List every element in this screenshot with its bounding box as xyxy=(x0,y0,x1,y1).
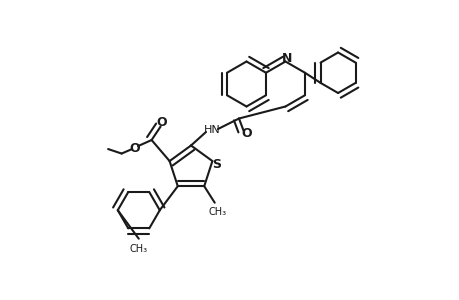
Text: O: O xyxy=(129,142,140,155)
Text: S: S xyxy=(212,158,221,170)
Text: O: O xyxy=(157,116,167,128)
Text: N: N xyxy=(281,52,291,65)
Text: HN: HN xyxy=(203,125,220,136)
Text: O: O xyxy=(241,127,251,140)
Text: CH₃: CH₃ xyxy=(129,244,147,254)
Text: CH₃: CH₃ xyxy=(208,207,226,217)
